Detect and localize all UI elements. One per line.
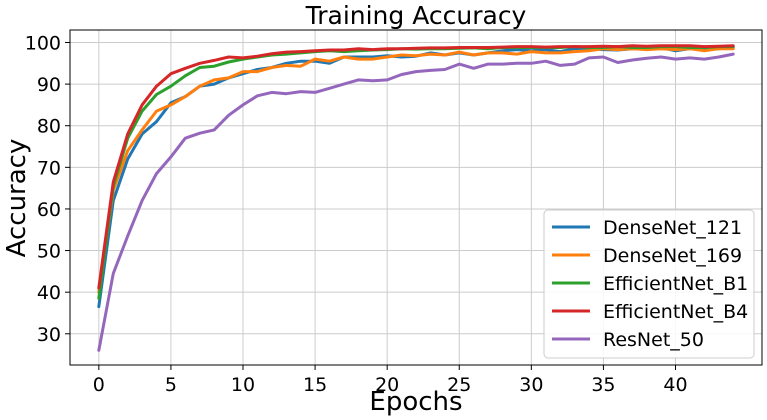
x-tick-label: 30	[519, 374, 543, 396]
y-tick-label: 70	[37, 157, 61, 179]
x-axis-label: Epochs	[369, 387, 462, 417]
series-line-resnet-50	[97, 52, 735, 352]
y-axis-label: Accuracy	[2, 139, 32, 258]
series-line-efficientnet-b4	[97, 44, 735, 290]
y-tick-label: 80	[37, 116, 61, 138]
series-line-densenet-169	[97, 47, 735, 294]
y-tick-label: 50	[37, 241, 61, 263]
legend-label-efficientnet-b4: EfficientNet_B4	[603, 301, 748, 323]
legend-box	[543, 209, 755, 359]
legend-label-densenet-169: DenseNet_169	[603, 245, 742, 267]
chart-title: Training Accuracy	[305, 1, 527, 30]
y-tick-label: 100	[25, 32, 61, 54]
x-tick-label: 20	[375, 374, 399, 396]
legend-label-densenet-121: DenseNet_121	[603, 217, 742, 239]
y-tick-label: 30	[37, 324, 61, 346]
x-tick-label: 40	[663, 374, 687, 396]
x-tick-label: 25	[447, 374, 471, 396]
plot-frame	[69, 29, 763, 366]
x-tick-label: 35	[591, 374, 615, 396]
plot-lines	[97, 44, 735, 352]
y-tick-label: 60	[37, 199, 61, 221]
legend-label-resnet-50: ResNet_50	[603, 329, 704, 351]
legend: DenseNet_121 DenseNet_169 EfficientNet_B1 E…	[543, 209, 755, 359]
legend-label-efficientnet-b1: EfficientNet_B1	[603, 273, 748, 295]
x-tick-label: 10	[231, 374, 255, 396]
axis-ticks: 0 5 10 15 20 25 30 35 40 30 40 50 60 70 80 90 100	[25, 32, 688, 396]
x-tick-label: 0	[93, 374, 105, 396]
x-tick-label: 15	[303, 374, 327, 396]
x-tick-label: 5	[165, 374, 177, 396]
y-tick-label: 90	[37, 74, 61, 96]
y-tick-label: 40	[37, 282, 61, 304]
